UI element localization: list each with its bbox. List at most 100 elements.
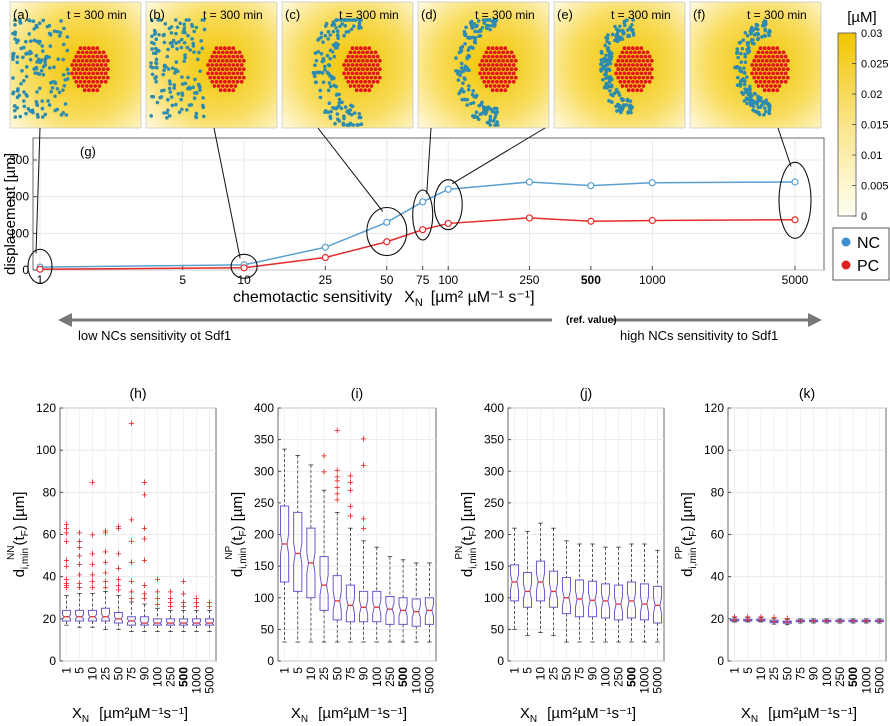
nc-cell bbox=[179, 45, 184, 50]
pc-cell bbox=[103, 71, 108, 76]
pc-cell bbox=[762, 54, 767, 59]
y-tick-label: 0 bbox=[267, 654, 274, 668]
pc-cell bbox=[216, 58, 221, 63]
box-10 bbox=[306, 464, 316, 643]
nc-cell bbox=[604, 53, 608, 58]
nc-cell bbox=[36, 115, 40, 119]
pc-cell bbox=[490, 63, 495, 67]
panel-label: (k) bbox=[799, 385, 815, 401]
box-1: + bbox=[730, 612, 740, 624]
data-point bbox=[648, 216, 656, 225]
data-point bbox=[36, 265, 44, 273]
pc-cell bbox=[214, 54, 219, 59]
nc-cell bbox=[177, 40, 181, 44]
pc-cell bbox=[101, 75, 106, 80]
x-axis-label: XN [µm²µM⁻¹s⁻¹] bbox=[741, 705, 857, 725]
pc-cell bbox=[361, 50, 365, 55]
nc-cell bbox=[748, 84, 752, 89]
pc-cell bbox=[363, 63, 367, 67]
snapshot-time-label: t = 300 min bbox=[747, 8, 807, 22]
nc-cell bbox=[488, 114, 493, 119]
pc-cell bbox=[354, 54, 359, 59]
nc-cell bbox=[343, 105, 348, 109]
nc-cell bbox=[177, 110, 182, 115]
pc-cell bbox=[220, 58, 225, 63]
pc-cell bbox=[764, 67, 769, 72]
box-75: +++++++ bbox=[126, 418, 137, 632]
snapshot-time-label: t = 300 min bbox=[339, 8, 399, 22]
box-body bbox=[319, 556, 329, 611]
pc-cell bbox=[775, 79, 780, 84]
nc-cell-cluster bbox=[733, 19, 772, 117]
nc-cell bbox=[40, 44, 45, 48]
nc-cell bbox=[733, 65, 737, 70]
outlier-marker: + bbox=[180, 597, 186, 609]
pc-cell bbox=[754, 71, 759, 76]
nc-cell bbox=[159, 95, 164, 99]
pc-cell bbox=[769, 84, 773, 88]
nc-cell bbox=[41, 49, 45, 53]
snapshot-f: (f) t = 300 min bbox=[689, 1, 822, 129]
nc-cell bbox=[53, 108, 58, 113]
nc-cell bbox=[165, 116, 169, 120]
nc-cell bbox=[738, 79, 743, 83]
y-tick-label: 50 bbox=[491, 622, 505, 636]
pc-cell bbox=[91, 79, 95, 84]
nc-cell bbox=[474, 24, 479, 29]
x-axis-units: [µm²µM⁻¹s⁻¹] bbox=[318, 705, 407, 722]
snapshot-panels: (a) t = 300 min (b) t = 300 min (c) t = 300 m… bbox=[9, 1, 822, 129]
outlier-marker: + bbox=[102, 527, 108, 539]
pc-cell bbox=[369, 75, 374, 80]
pc-cell bbox=[484, 50, 489, 55]
nc-cell bbox=[354, 18, 358, 22]
outlier-marker: + bbox=[334, 482, 340, 494]
pc-cell bbox=[241, 75, 246, 80]
colorbar-tick-label: 0.015 bbox=[861, 120, 889, 132]
nc-cell bbox=[12, 104, 17, 108]
nc-cell bbox=[468, 21, 473, 25]
pc-cell bbox=[208, 67, 213, 72]
nc-cell bbox=[156, 48, 160, 53]
nc-cell bbox=[43, 63, 48, 67]
pc-cell bbox=[488, 67, 493, 72]
pc-cell bbox=[82, 46, 87, 51]
pc-cell bbox=[486, 79, 491, 84]
nc-cell bbox=[61, 88, 65, 92]
pc-cell bbox=[488, 75, 493, 80]
pc-cell bbox=[87, 79, 91, 84]
snapshot-time-label: t = 300 min bbox=[203, 8, 263, 22]
outlier-marker: + bbox=[76, 542, 82, 554]
outlier-marker: + bbox=[141, 593, 147, 605]
pc-cell bbox=[488, 58, 493, 63]
pc-cell bbox=[490, 88, 495, 93]
pc-cell bbox=[99, 71, 104, 76]
box-500 bbox=[848, 618, 858, 624]
box-body bbox=[178, 618, 189, 626]
snapshot-panel-label: (d) bbox=[421, 7, 437, 22]
outlier-marker: + bbox=[321, 450, 327, 462]
nc-cell bbox=[326, 37, 330, 41]
panel-label: (i) bbox=[351, 385, 363, 401]
nc-cell bbox=[166, 47, 170, 52]
pc-cell bbox=[225, 50, 229, 55]
x-tick-label: 1 bbox=[60, 667, 74, 674]
y-label-arg: (t bbox=[459, 536, 476, 546]
nc-cell bbox=[323, 24, 328, 28]
nc-cell bbox=[332, 76, 336, 81]
box-90 bbox=[809, 618, 819, 624]
x-tick-label: 90 bbox=[138, 667, 152, 681]
nc-cell bbox=[626, 111, 630, 115]
outlier-marker: + bbox=[115, 584, 121, 596]
pc-cell bbox=[762, 71, 767, 76]
box-body bbox=[743, 618, 753, 622]
pc-cell bbox=[227, 71, 232, 76]
pc-cell bbox=[93, 84, 98, 88]
pc-cell bbox=[231, 79, 236, 84]
pc-cell bbox=[354, 88, 359, 93]
pc-cell bbox=[499, 46, 503, 51]
nc-cell bbox=[57, 90, 62, 95]
connector-line bbox=[317, 127, 384, 212]
pc-cell bbox=[359, 46, 363, 51]
pc-cell bbox=[78, 71, 83, 76]
highlight-ellipse bbox=[412, 189, 434, 241]
